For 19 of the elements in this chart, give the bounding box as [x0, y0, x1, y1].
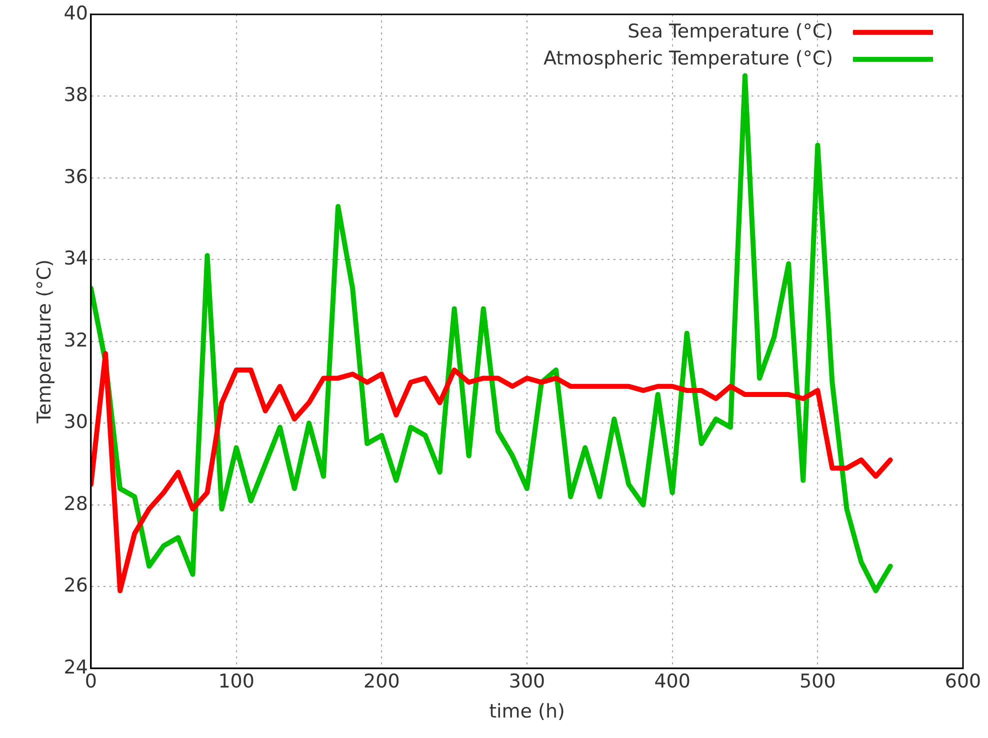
x-tick-label: 600: [944, 670, 982, 693]
y-tick-label: 34: [64, 248, 88, 270]
y-tick-label: 26: [64, 574, 88, 597]
y-tick-label: 28: [64, 492, 88, 515]
x-tick-label: 200: [364, 670, 400, 693]
legend-label: Atmospheric Temperature (°C): [544, 47, 833, 70]
x-axis-title: time (h): [489, 700, 565, 723]
y-tick-label: 32: [64, 329, 88, 352]
x-tick-label: 0: [84, 670, 98, 693]
y-tick-label: 36: [64, 166, 88, 188]
x-tick-label: 300: [508, 670, 546, 693]
x-tick-label: 100: [218, 670, 254, 693]
y-tick-label: 40: [64, 2, 88, 24]
y-tick-label: 38: [64, 84, 88, 106]
x-tick-label: 400: [654, 670, 690, 693]
legend-label: Sea Temperature (°C): [628, 20, 833, 42]
x-tick-label: 500: [800, 670, 836, 693]
y-tick-label: 30: [64, 411, 88, 434]
y-axis-title: Temperature (°C): [33, 259, 56, 424]
